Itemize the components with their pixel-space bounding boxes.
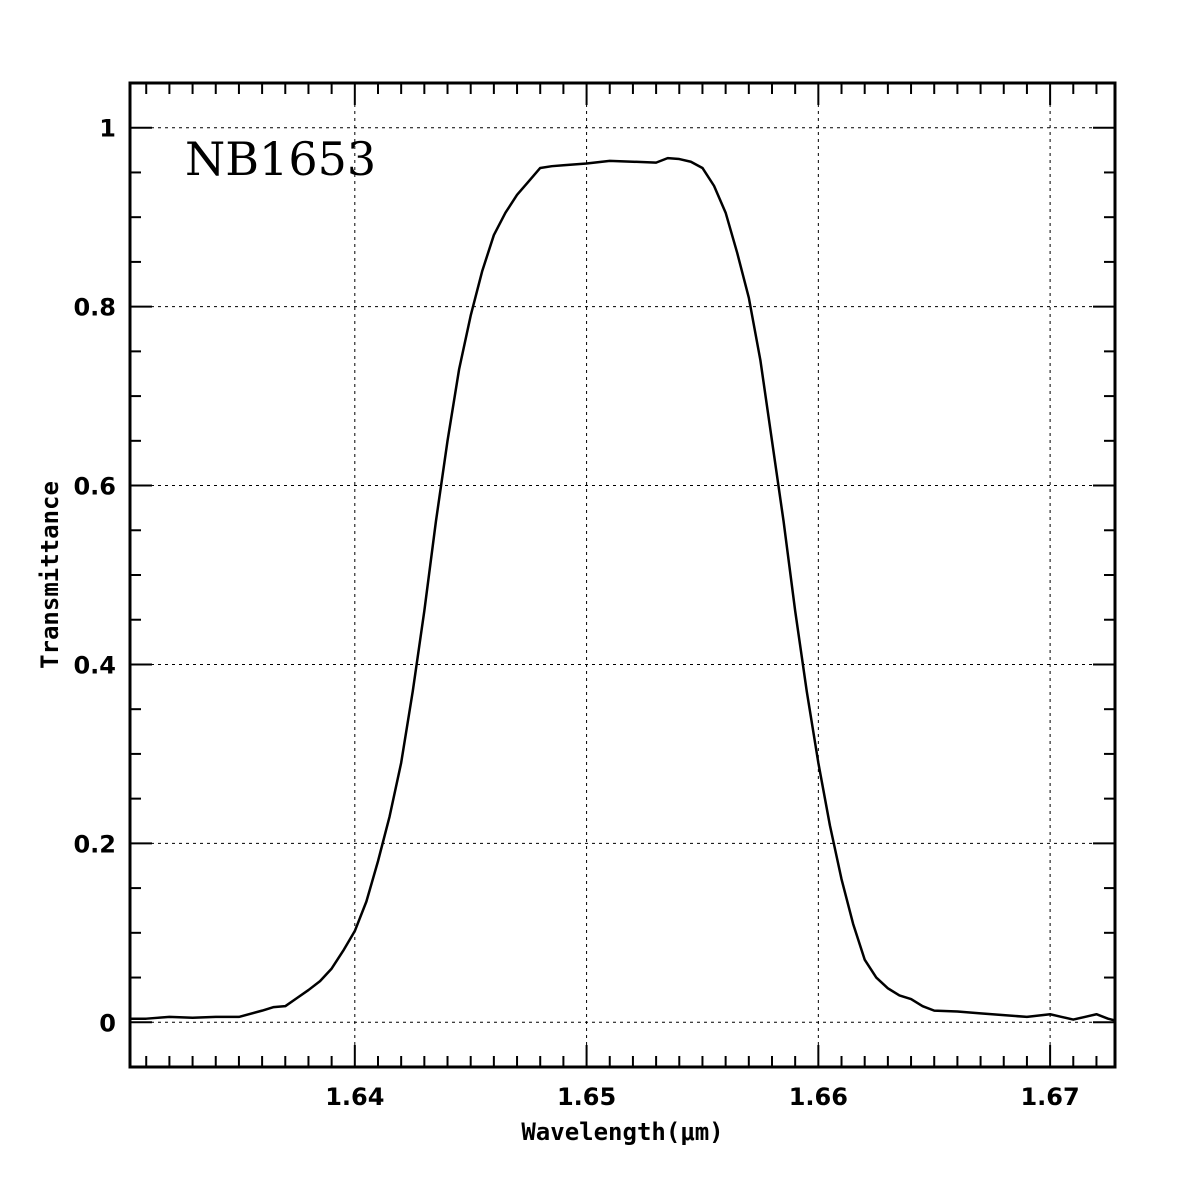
y-tick-label: 0.2 [73,830,116,858]
series-layer [130,156,1116,1022]
y-tick-label: 0.6 [73,473,116,501]
transmittance-curve [130,156,1116,1022]
x-tick-label: 1.64 [325,1083,384,1111]
x-tick-label: 1.67 [1020,1083,1079,1111]
x-tick-label: 1.65 [557,1083,616,1111]
grid-lines [130,83,1115,1067]
y-tick-label: 0.4 [73,651,116,679]
x-tick-label: 1.66 [789,1083,848,1111]
y-tick-label: 1 [99,115,116,143]
axis-ticks [130,82,1115,1068]
y-tick-label: 0.8 [73,294,116,322]
y-tick-label: 0 [99,1009,116,1037]
x-axis-title: Wavelength(μm) [521,1118,723,1146]
y-axis-title: Transmittance [36,481,64,669]
plot-frame [128,81,1117,1069]
filter-name-annotation: NB1653 [185,132,376,186]
tick-labels: 1.64 1.65 1.66 1.67 0 0.2 0.4 0.6 0.8 1 [73,115,1079,1111]
